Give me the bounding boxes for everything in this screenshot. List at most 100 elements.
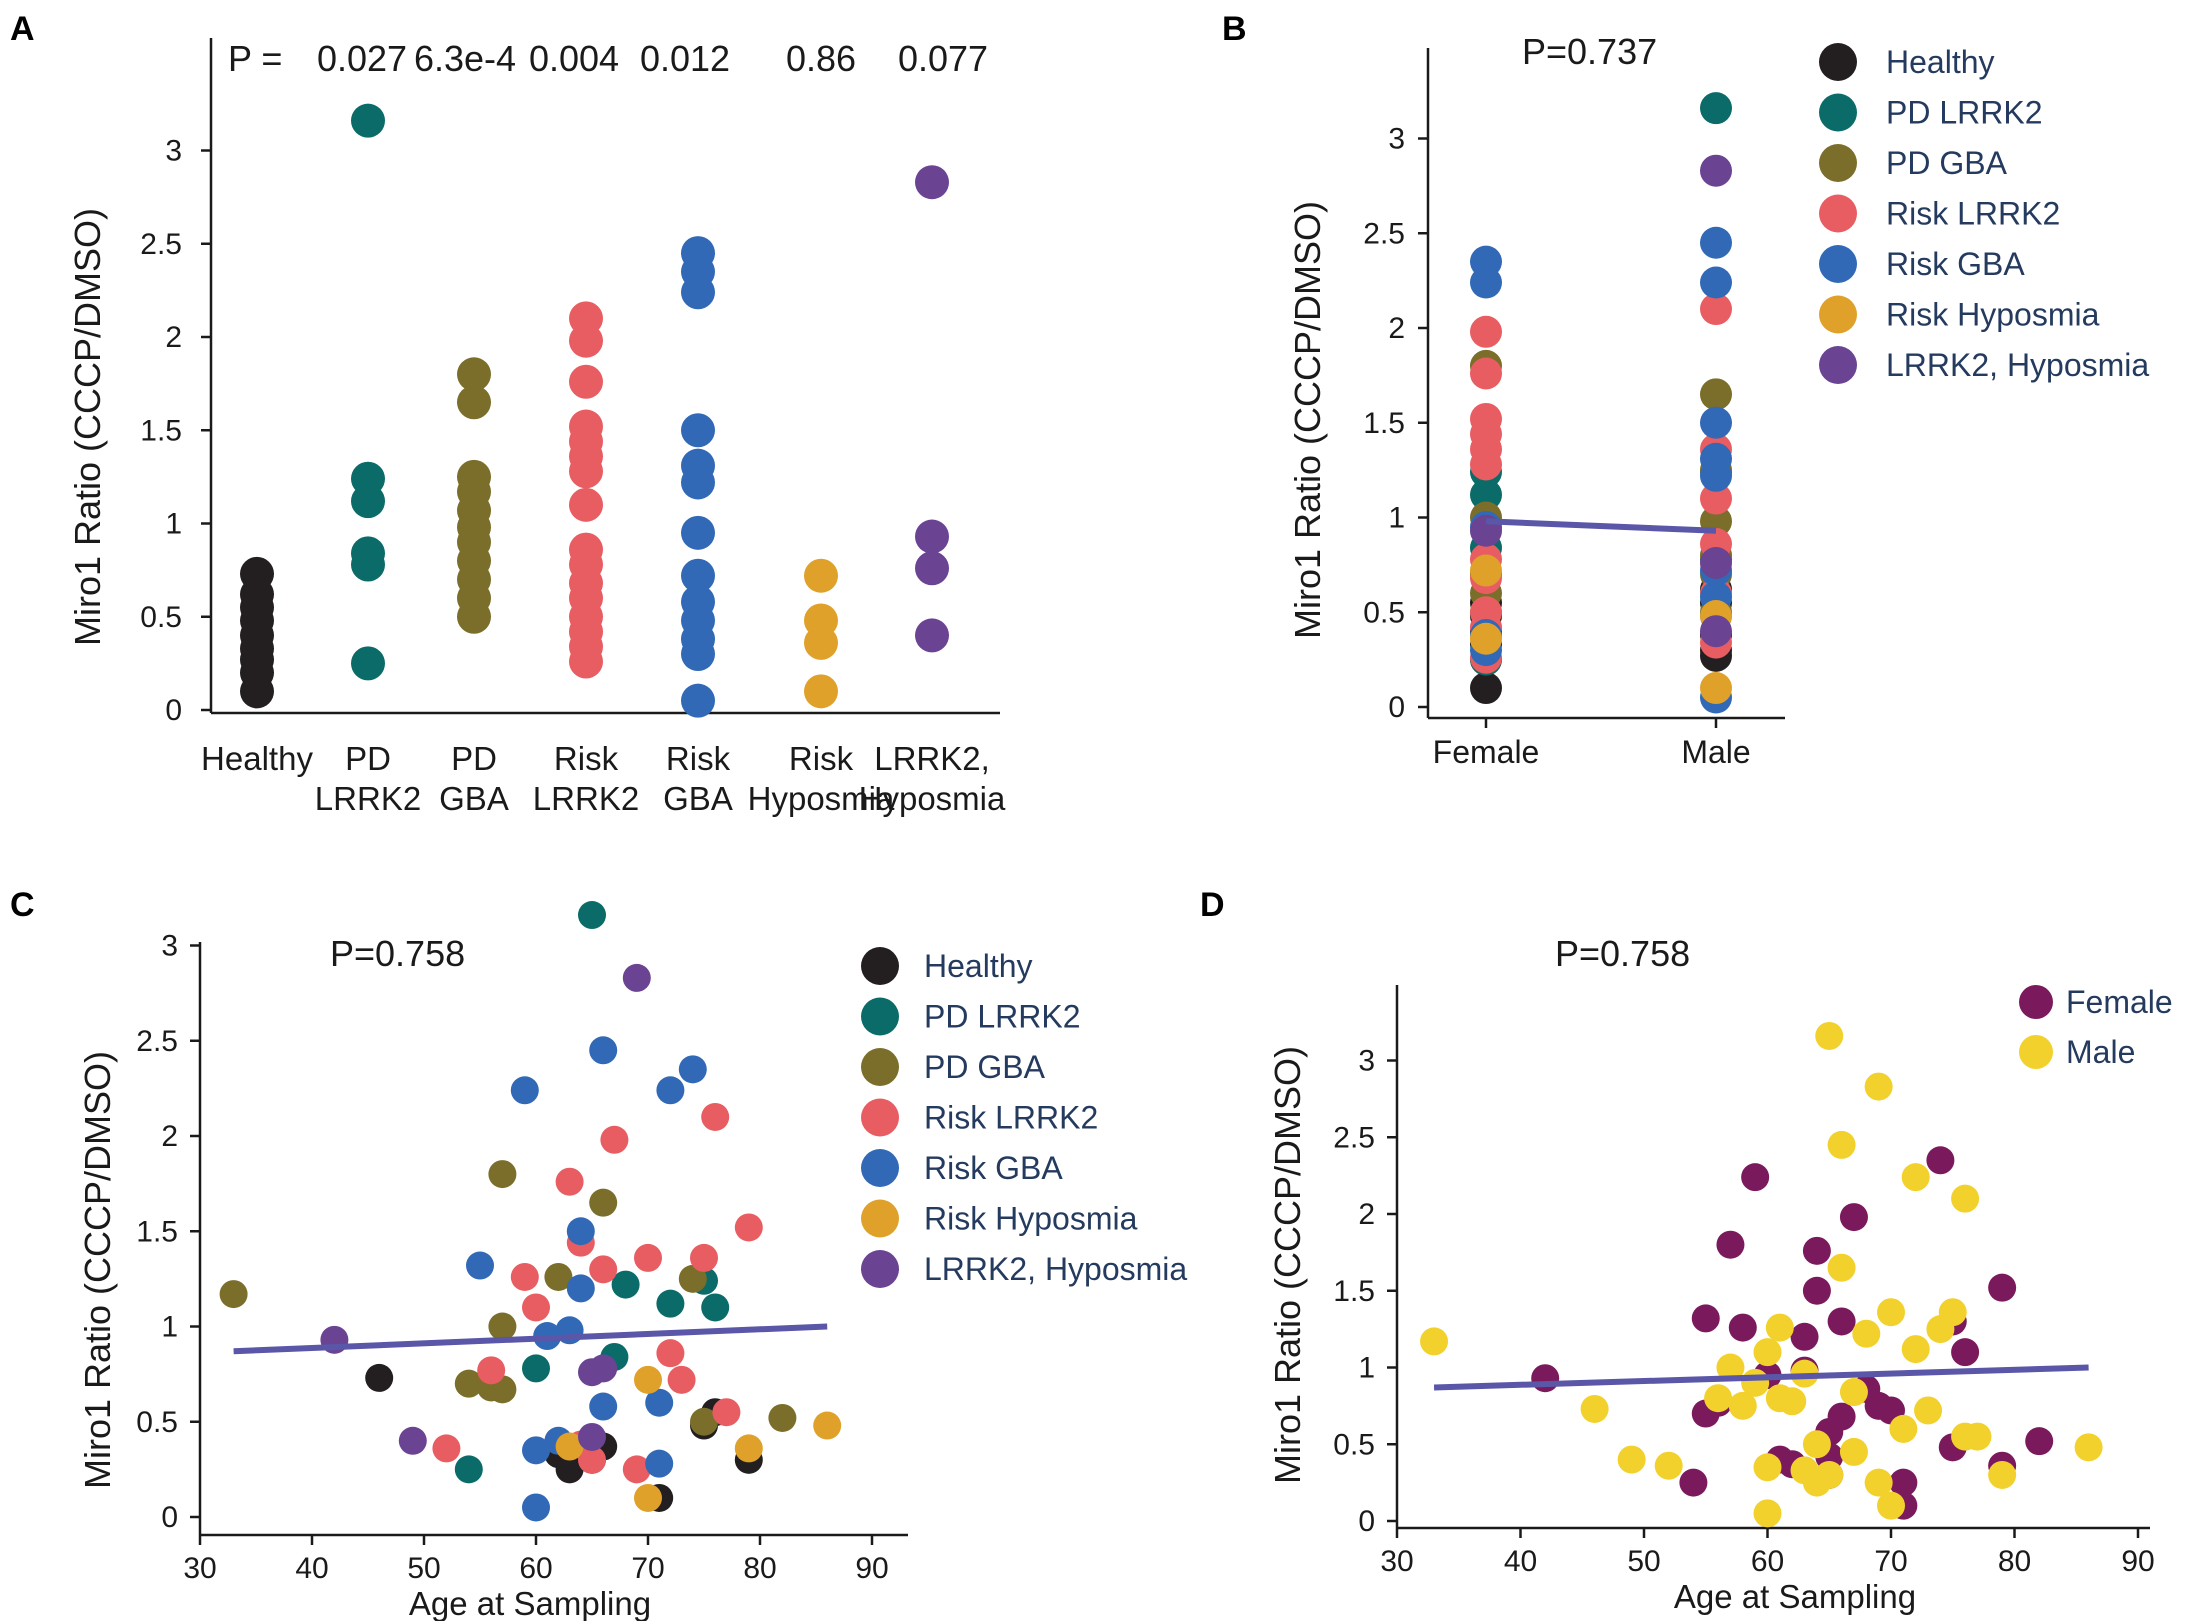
x-category-label: Risk bbox=[666, 740, 731, 777]
point-male bbox=[1716, 1353, 1745, 1382]
point-pd-lrrk2 bbox=[701, 1293, 730, 1322]
p-value-lrrk2-hyposmia: 0.077 bbox=[898, 38, 988, 79]
point-risk-gba bbox=[566, 1217, 595, 1246]
legend-label-risk-hyposmia: Risk Hyposmia bbox=[924, 1201, 1138, 1237]
point-pd-lrrk2 bbox=[351, 103, 385, 138]
fit-line bbox=[1433, 1364, 2089, 1391]
legend-marker-lrrk2-hyposmia bbox=[861, 1250, 899, 1288]
y-tick-label: 1.5 bbox=[140, 414, 182, 447]
y-tick-label: 2 bbox=[1388, 312, 1405, 345]
x-category-label: GBA bbox=[439, 780, 509, 817]
point-male bbox=[1753, 1453, 1782, 1482]
point-risk-gba bbox=[510, 1076, 539, 1105]
point-lrrk2-hyposmia bbox=[915, 165, 949, 200]
legend-label-female: Female bbox=[2066, 984, 2173, 1020]
point-risk-gba bbox=[681, 683, 715, 718]
point-lrrk2-hyposmia bbox=[578, 1422, 606, 1451]
x-category-label: Risk bbox=[789, 740, 854, 777]
p-value: P=0.758 bbox=[1555, 933, 1690, 974]
point-pd-gba bbox=[488, 1160, 517, 1189]
point-risk-gba bbox=[522, 1493, 550, 1522]
point-risk-lrrk2 bbox=[690, 1243, 718, 1272]
p-value: P=0.758 bbox=[330, 933, 465, 974]
y-tick-label: 0 bbox=[1388, 691, 1405, 724]
point-risk-lrrk2 bbox=[600, 1125, 629, 1154]
p-value: P=0.737 bbox=[1522, 31, 1657, 72]
y-tick-label: 2 bbox=[165, 321, 182, 354]
x-axis-title: Age at Sampling bbox=[1674, 1578, 1916, 1615]
x-tick-label: 70 bbox=[1874, 1545, 1907, 1578]
point-pd-gba bbox=[1700, 378, 1732, 411]
legend-label-pd-gba: PD GBA bbox=[924, 1049, 1046, 1085]
point-risk-lrrk2 bbox=[477, 1356, 506, 1385]
point-healthy bbox=[365, 1363, 394, 1392]
x-tick-label: 90 bbox=[855, 1552, 888, 1585]
point-female bbox=[1679, 1468, 1708, 1497]
x-axis-title: Age at Sampling bbox=[409, 1585, 651, 1621]
point-pd-gba bbox=[589, 1188, 618, 1217]
point-risk-lrrk2 bbox=[734, 1213, 763, 1242]
x-tick-label-female: Female bbox=[1433, 734, 1540, 770]
y-tick-label: 3 bbox=[165, 135, 182, 168]
point-lrrk2-hyposmia bbox=[915, 618, 949, 653]
point-risk-lrrk2 bbox=[1700, 482, 1732, 515]
x-tick-label: 40 bbox=[295, 1552, 328, 1585]
point-male bbox=[1765, 1313, 1794, 1342]
legend-label-risk-hyposmia: Risk Hyposmia bbox=[1886, 297, 2100, 333]
p-value-risk-hyposmia: 0.86 bbox=[786, 38, 856, 79]
point-risk-gba bbox=[466, 1251, 494, 1280]
point-risk-hyposmia bbox=[555, 1432, 584, 1461]
point-female bbox=[1889, 1468, 1918, 1497]
p-value-risk-gba: 0.012 bbox=[640, 38, 730, 79]
y-tick-label: 0 bbox=[165, 694, 182, 727]
point-male bbox=[1889, 1414, 1918, 1443]
point-pd-lrrk2 bbox=[1700, 92, 1732, 125]
y-tick-label: 2 bbox=[161, 1120, 178, 1153]
point-male bbox=[1815, 1460, 1844, 1489]
legend-marker-healthy bbox=[861, 947, 899, 985]
point-male bbox=[2074, 1433, 2103, 1462]
point-risk-lrrk2 bbox=[1470, 315, 1502, 348]
point-lrrk2-hyposmia bbox=[1700, 546, 1732, 579]
legend-marker-risk-hyposmia bbox=[1819, 295, 1857, 334]
point-pd-gba bbox=[454, 1369, 483, 1398]
legend-label-lrrk2-hyposmia: LRRK2, Hyposmia bbox=[1886, 347, 2149, 383]
point-risk-gba bbox=[681, 515, 715, 550]
point-risk-hyposmia bbox=[734, 1434, 763, 1463]
point-risk-lrrk2 bbox=[1470, 402, 1502, 435]
point-male bbox=[1877, 1491, 1905, 1520]
x-tick-label: 80 bbox=[743, 1552, 776, 1585]
x-category-label: PD bbox=[345, 740, 391, 777]
point-risk-lrrk2 bbox=[634, 1243, 662, 1272]
panel-d: D 0 0.5 1 1.5 2 2.5 3 Miro1 Ratio (CCCP/DMSO) 30… bbox=[1200, 886, 2173, 1615]
point-pd-lrrk2 bbox=[351, 536, 385, 571]
point-healthy bbox=[240, 556, 274, 591]
point-male bbox=[1753, 1499, 1782, 1528]
point-female bbox=[2025, 1427, 2054, 1456]
x-tick-label: 40 bbox=[1504, 1545, 1537, 1578]
y-tick-label: 1.5 bbox=[1333, 1275, 1375, 1308]
point-risk-lrrk2 bbox=[569, 532, 603, 567]
y-tick-label: 0.5 bbox=[136, 1406, 178, 1439]
point-male bbox=[1753, 1338, 1782, 1367]
point-male bbox=[1877, 1298, 1905, 1327]
point-male bbox=[1728, 1391, 1757, 1420]
point-risk-lrrk2 bbox=[510, 1262, 539, 1291]
p-value-pd-gba: 6.3e-4 bbox=[414, 38, 516, 79]
point-female bbox=[1827, 1307, 1856, 1336]
y-tick-label: 3 bbox=[161, 930, 178, 963]
point-risk-lrrk2 bbox=[622, 1455, 651, 1484]
x-tick-label-male: Male bbox=[1681, 734, 1750, 770]
point-pd-gba bbox=[690, 1407, 718, 1436]
x-tick-label: 90 bbox=[2121, 1545, 2154, 1578]
point-male bbox=[1839, 1437, 1868, 1466]
point-healthy bbox=[1470, 672, 1502, 705]
x-tick-label: 50 bbox=[407, 1552, 440, 1585]
y-tick-label: 0.5 bbox=[1333, 1428, 1375, 1461]
point-male bbox=[1963, 1422, 1992, 1451]
p-value-risk-lrrk2: 0.004 bbox=[529, 38, 619, 79]
point-pd-gba bbox=[457, 459, 491, 494]
legend-marker-pd-lrrk2 bbox=[861, 997, 899, 1036]
point-pd-gba bbox=[488, 1312, 517, 1341]
point-risk-lrrk2 bbox=[712, 1398, 741, 1427]
